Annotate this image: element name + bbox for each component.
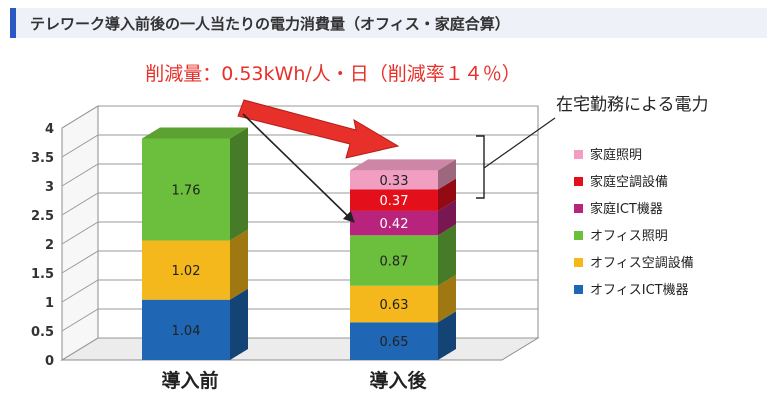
legend-label: 家庭照明 [590, 147, 642, 163]
legend-item: 家庭照明 [574, 147, 642, 163]
y-tick-label: 2.5 [31, 209, 54, 224]
y-tick-label: 1.5 [31, 267, 54, 282]
bar-segment: 0.87 [350, 224, 456, 286]
bar-segment-side [438, 224, 456, 286]
x-category-label: 導入前 [161, 369, 218, 392]
bar-segment: 0.63 [350, 274, 456, 323]
legend-label: 家庭ICT機器 [590, 201, 663, 217]
bar-segment-side [438, 159, 456, 190]
x-category-label: 導入後 [369, 369, 427, 392]
plot-background [60, 105, 540, 361]
bar-segment-front [350, 235, 438, 286]
data-label: 0.87 [380, 255, 409, 270]
legend-swatch [574, 285, 583, 294]
reduction-arrow-icon [237, 99, 400, 159]
callout-line [483, 117, 556, 169]
y-tick-label: 2 [45, 238, 54, 253]
y-axis: 0 0.5 1 1.5 2 2.5 3 3.5 4 [31, 122, 54, 369]
bar-segment-side [230, 127, 248, 241]
bar-top [142, 127, 248, 139]
data-label: 0.63 [380, 298, 409, 313]
legend-item: オフィス照明 [574, 229, 668, 244]
gridline [61, 105, 538, 129]
bar-segment: 1.04 [142, 288, 248, 360]
legend-label: オフィス空調設備 [590, 255, 694, 271]
y-tick-label: 3 [45, 180, 54, 195]
bar-segment-front [350, 285, 438, 323]
bar-after: 0.65 0.63 0.87 0.42 0.37 0.33 [350, 159, 456, 360]
legend-swatch [574, 150, 583, 159]
data-label: 0.37 [380, 194, 409, 209]
bar-segment-front [142, 138, 230, 241]
bar-segment-front [350, 170, 438, 190]
bar-segment-side [438, 199, 456, 236]
legend-item: 家庭ICT機器 [574, 201, 663, 217]
legend-swatch [574, 204, 583, 213]
gridline [61, 134, 538, 158]
legend-item: 家庭空調設備 [574, 174, 668, 190]
data-label: 0.42 [380, 217, 409, 232]
data-label: 1.04 [172, 324, 201, 339]
bar-segment-side [438, 178, 456, 211]
annotations: 削減量：0.53kWh/人・日（削減率１４％） 在宅勤務による電力 [145, 63, 709, 223]
bar-segment: 1.02 [142, 229, 248, 300]
bar-segment-front [350, 210, 438, 236]
title-bar: テレワーク導入前後の一人当たりの電力消費量（オフィス・家庭合算） [10, 8, 767, 38]
y-tick-label: 3.5 [31, 151, 54, 166]
legend-item: オフィス空調設備 [574, 255, 694, 271]
bar-segment: 0.33 [350, 159, 456, 190]
y-tick-label: 4 [45, 122, 54, 137]
home-bracket [476, 135, 485, 199]
legend-swatch [574, 177, 583, 186]
data-label: 1.02 [172, 264, 201, 279]
home-work-annotation: 在宅勤務による電力 [556, 95, 709, 115]
bar-segment-side [438, 274, 456, 323]
bar-segment-side [230, 288, 248, 360]
reduction-annotation: 削減量：0.53kWh/人・日（削減率１４％） [145, 63, 521, 85]
data-label: 0.65 [380, 335, 409, 350]
bar-segment-side [438, 311, 456, 360]
y-tick-label: 0.5 [31, 325, 54, 340]
legend-label: オフィス照明 [590, 229, 668, 244]
plot-floor [60, 337, 540, 361]
bar-segment: 0.37 [350, 178, 456, 211]
legend-label: オフィスICT機器 [590, 283, 689, 298]
y-tick-label: 1 [45, 296, 54, 311]
y-tick-label: 0 [45, 354, 54, 369]
category-labels: 導入前 導入後 [161, 369, 427, 392]
bar-segment: 1.76 [142, 127, 248, 241]
legend-swatch [574, 231, 583, 240]
bar-segment: 0.65 [350, 311, 456, 360]
page-title: テレワーク導入前後の一人当たりの電力消費量（オフィス・家庭合算） [30, 15, 510, 33]
legend-swatch [574, 258, 583, 267]
bar-segment-front [350, 322, 438, 360]
data-label: 0.33 [380, 174, 409, 189]
bar-top [350, 159, 456, 171]
bar-segment-front [350, 189, 438, 211]
bar-segment-side [230, 229, 248, 300]
bar-segment-front [142, 299, 230, 360]
bars: 1.04 1.02 1.76 0.65 0.63 0.87 0.42 0.37 0.33 [142, 127, 456, 360]
bar-segment: 0.42 [350, 199, 456, 236]
pointer-arrow-icon [242, 113, 355, 223]
data-label: 1.76 [172, 183, 201, 198]
legend-item: オフィスICT機器 [574, 283, 689, 298]
bar-segment-front [142, 240, 230, 300]
bar-before: 1.04 1.02 1.76 [142, 127, 248, 360]
legend-label: 家庭空調設備 [590, 174, 668, 190]
